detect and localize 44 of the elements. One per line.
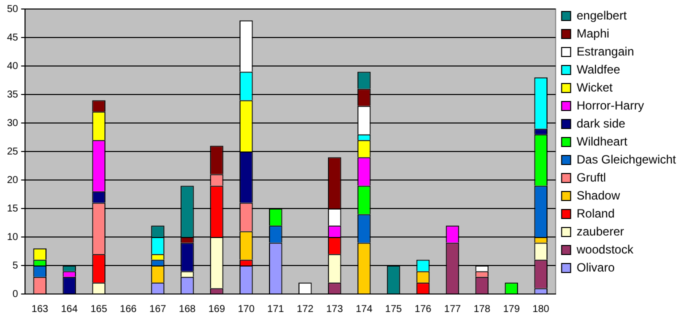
- x-tick-label: 163: [32, 304, 49, 315]
- x-tick-label: 176: [414, 304, 432, 315]
- x-tick-label: 177: [444, 304, 462, 315]
- y-tick-label: 15: [7, 203, 19, 214]
- y-tick-label: 20: [7, 174, 19, 186]
- x-tick-label: 178: [474, 304, 491, 315]
- legend-label: Wicket: [576, 80, 614, 94]
- x-tick-label: 180: [532, 304, 550, 315]
- y-tick-label: 25: [7, 146, 19, 158]
- x-tick-label: 173: [326, 304, 344, 315]
- x-tick-label: 174: [356, 304, 373, 315]
- legend-label: Gruftl: [576, 170, 606, 184]
- legend-label: Estrangain: [576, 44, 634, 58]
- legend-label: Roland: [576, 206, 615, 220]
- legend-label: Maphi: [576, 26, 610, 40]
- legend-label: Waldfee: [576, 62, 621, 76]
- x-tick-label: 167: [149, 304, 167, 315]
- legend-label: dark side: [576, 116, 626, 130]
- x-tick-label: 171: [267, 304, 284, 315]
- legend-label: Olivaro: [576, 260, 615, 274]
- x-tick-label: 169: [208, 304, 226, 315]
- legend-label: Shadow: [576, 188, 620, 202]
- legend-label: Wildheart: [576, 134, 628, 148]
- y-tick-label: 5: [12, 260, 19, 272]
- y-tick-label: 50: [7, 4, 19, 15]
- legend-label: Das Gleichgewicht: [576, 152, 677, 166]
- y-tick-label: 30: [7, 118, 19, 129]
- legend-label: Horror-Harry: [576, 98, 644, 112]
- legend-label: zauberer: [576, 224, 624, 238]
- y-tick-label: 0: [12, 288, 19, 300]
- x-tick-label: 166: [120, 304, 138, 315]
- x-tick-label: 179: [503, 304, 520, 315]
- y-tick-label: 45: [7, 32, 19, 44]
- y-tick-label: 40: [7, 60, 19, 72]
- x-tick-label: 175: [385, 304, 402, 315]
- x-tick-label: 164: [60, 304, 78, 315]
- y-tick-label: 10: [7, 232, 19, 243]
- legend-label: woodstock: [576, 242, 634, 256]
- x-tick-label: 170: [238, 304, 255, 315]
- x-tick-label: 168: [178, 304, 196, 315]
- x-tick-label: 172: [296, 304, 314, 315]
- x-tick-label: 165: [90, 304, 108, 315]
- y-tick-label: 35: [7, 89, 19, 100]
- legend-label: engelbert: [576, 8, 628, 22]
